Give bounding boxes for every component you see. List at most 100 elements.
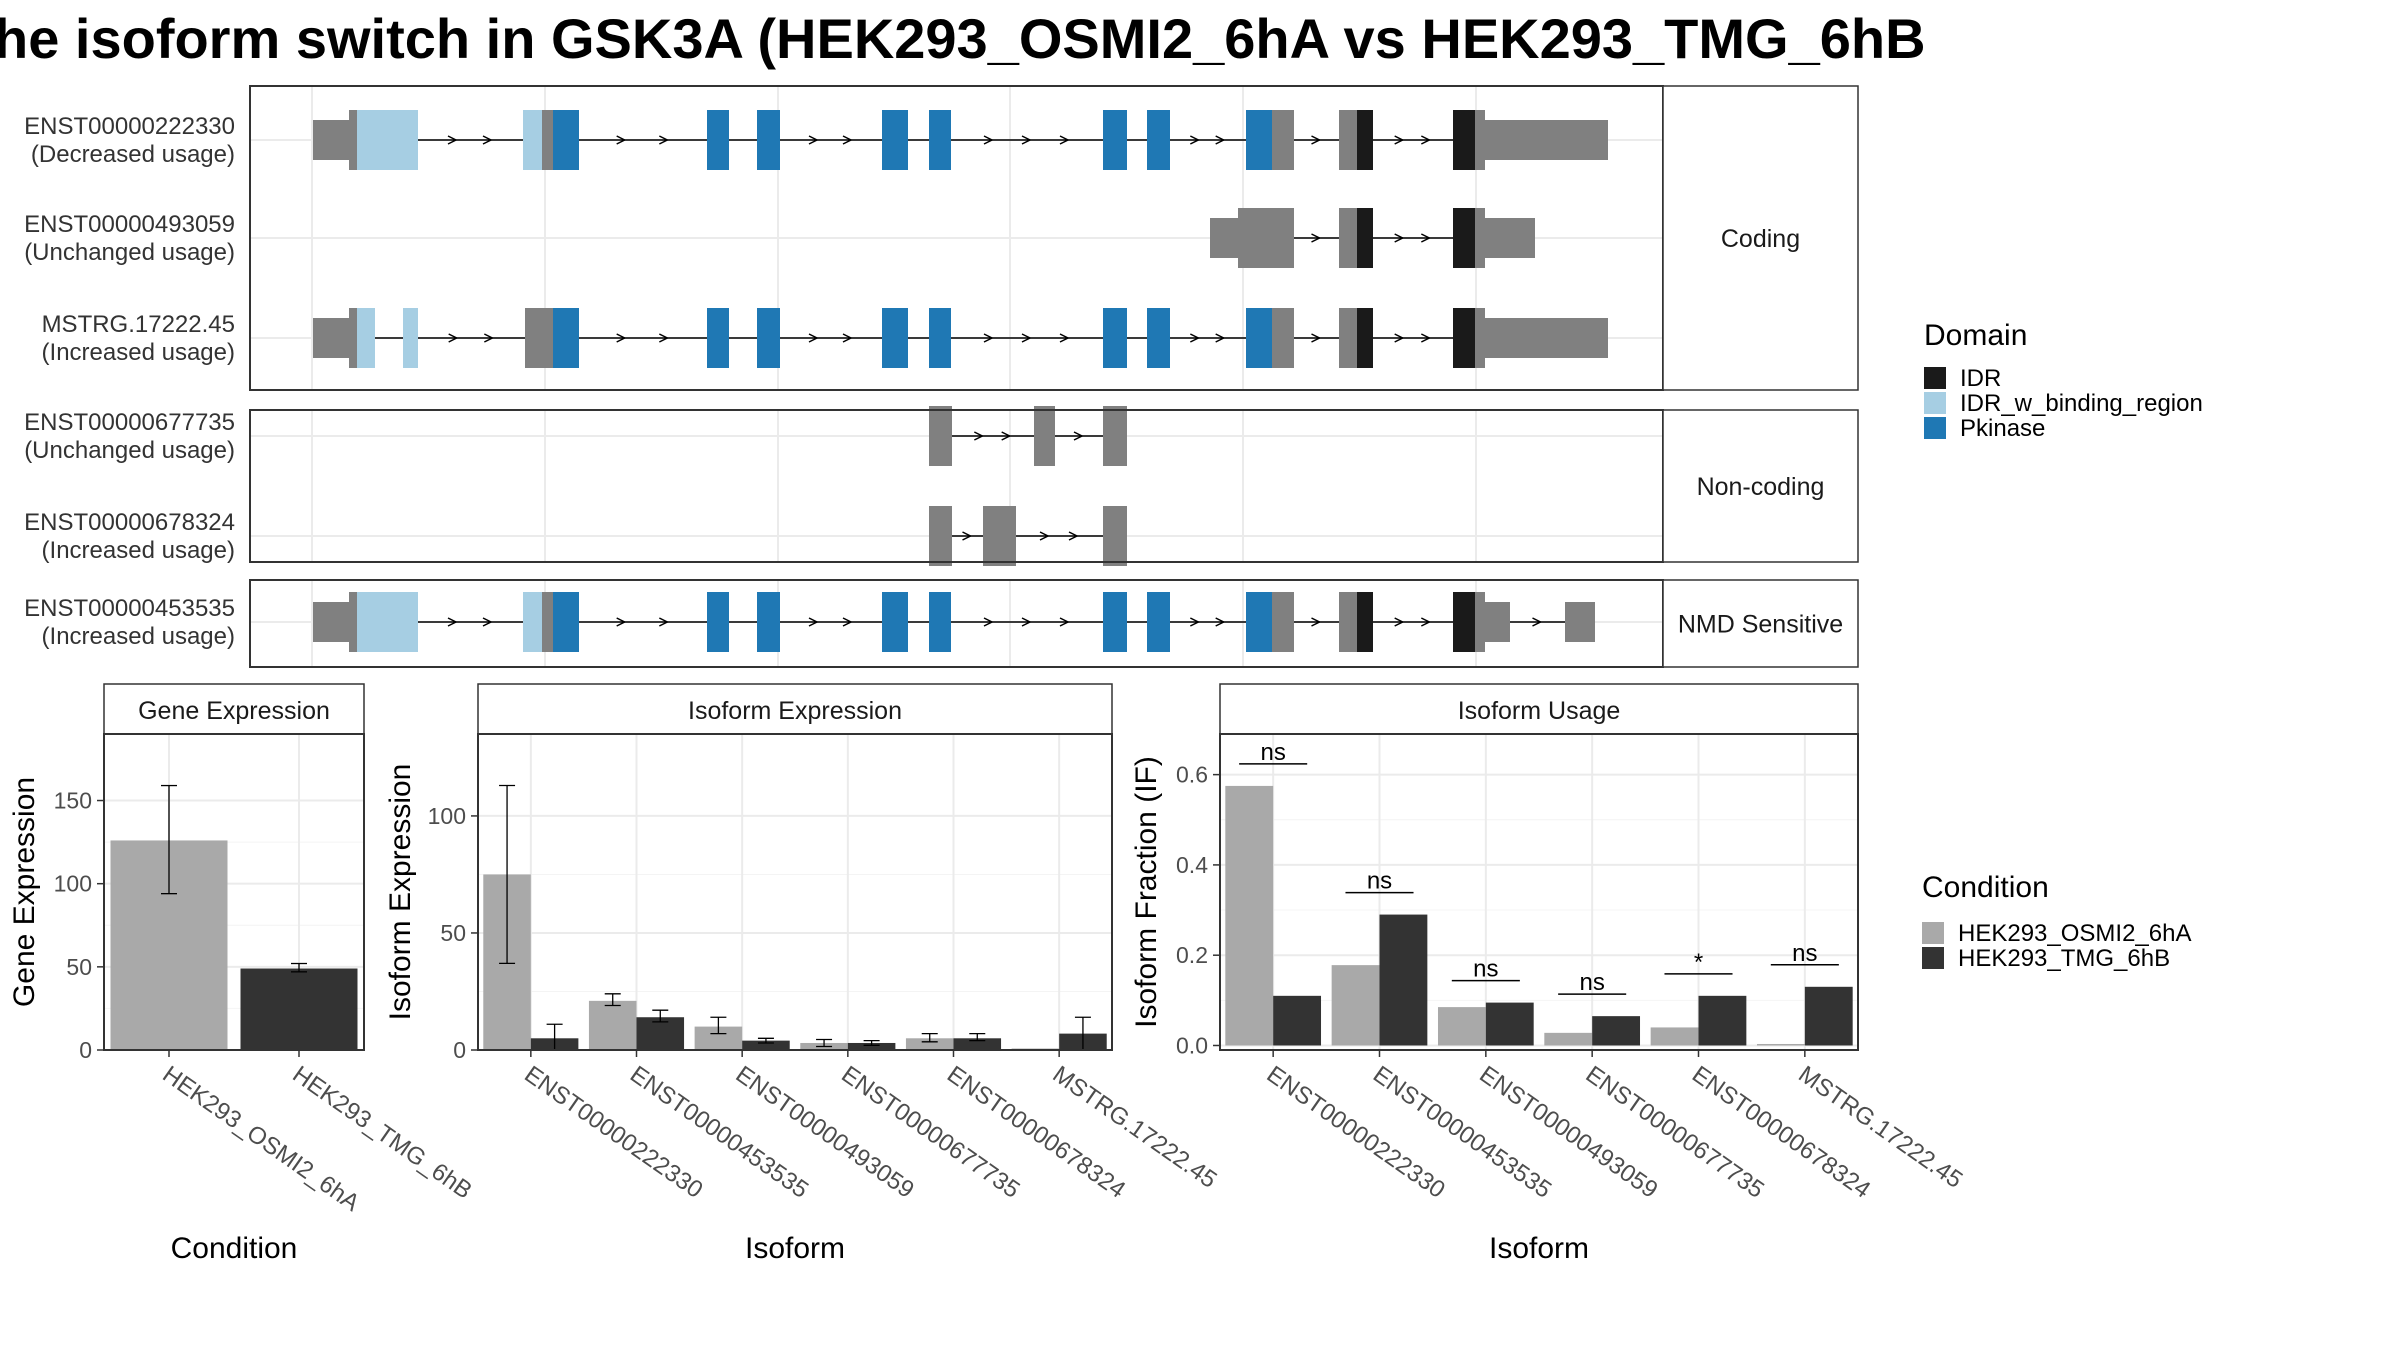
structure-group-2: NMD Sensitive [249, 579, 1859, 668]
domain-block-pkinase [707, 110, 729, 170]
intron-arrow [448, 333, 459, 343]
y-axis-title: Isoform Fraction (IF) [1130, 756, 1163, 1028]
x-tick-label: ENST00000453535 [1368, 1061, 1556, 1204]
intron-arrow [1068, 531, 1079, 541]
domain-block-pkinase [929, 110, 951, 170]
intron-arrow [962, 531, 973, 541]
transcript-id-label: ENST00000453535 [24, 595, 235, 622]
transcript-usage-label: (Unchanged usage) [24, 239, 235, 266]
y-tick-label: 100 [428, 803, 466, 829]
legend-key [1924, 367, 1946, 389]
intron-arrow [808, 333, 819, 343]
domain-block-idr-w-binding-region [403, 308, 418, 368]
error-bar [757, 1037, 774, 1044]
error-bar [652, 1009, 669, 1023]
transcript-id-label: ENST00000678324 [24, 509, 235, 536]
bar [240, 968, 358, 1050]
intron-arrow [658, 617, 670, 627]
exon-block [349, 308, 357, 368]
intron-arrow [1215, 617, 1226, 627]
intron-arrow [483, 333, 495, 343]
intron-arrow [1532, 617, 1543, 627]
panel-strip-title: Isoform Usage [1458, 697, 1621, 725]
y-tick-label: 0.6 [1176, 762, 1208, 788]
structure-panel-bg [250, 580, 1663, 667]
intron-arrow [1059, 135, 1070, 145]
domain-block-idr [1357, 592, 1373, 652]
intron-arrow [983, 617, 994, 627]
domain-block-idr [1453, 110, 1475, 170]
plot-border [103, 733, 365, 1051]
domain-block-idr [1357, 208, 1373, 268]
exon-block [1475, 208, 1485, 268]
exon-block [1485, 120, 1608, 160]
transcript-usage-label: (Unchanged usage) [24, 437, 235, 464]
panel-strip-title: Gene Expression [138, 697, 330, 725]
exon-block [1103, 406, 1127, 466]
y-tick-label: 50 [66, 954, 92, 980]
exon-block [1272, 110, 1294, 170]
domain-block-pkinase [707, 592, 729, 652]
facet-strip [1219, 683, 1859, 735]
legend-key [1922, 947, 1944, 969]
domain-block-pkinase [1147, 308, 1170, 368]
bar [1273, 995, 1322, 1046]
transcript-track [929, 406, 1127, 466]
exon-block [1272, 592, 1294, 652]
domain-block-idr [1453, 308, 1475, 368]
legend-key [1922, 922, 1944, 944]
exon-block [313, 318, 349, 358]
domain-block-pkinase [882, 110, 908, 170]
transcript-track [313, 110, 1608, 170]
intron-arrow [842, 135, 853, 145]
transcript-usage-label: (Increased usage) [42, 623, 235, 650]
transcript-usage-label: (Increased usage) [42, 537, 235, 564]
y-tick-label: 0 [453, 1037, 466, 1063]
domain-block-idr [1357, 308, 1373, 368]
y-tick-label: 150 [54, 788, 92, 814]
exon-block [1475, 308, 1485, 368]
error-bar [604, 993, 621, 1007]
y-axis-title: Isoform Expression [384, 764, 417, 1021]
transcript-id-label: ENST00000493059 [24, 211, 235, 238]
plot-border [477, 733, 1113, 1051]
error-bar [710, 1016, 727, 1035]
error-bar [921, 1032, 938, 1043]
exon-block [1475, 110, 1485, 170]
intron-arrow [808, 617, 819, 627]
isoform-usage-chart: Isoform Usage ns ns ns ns * ns 0.0 0.2 0.4 0.6 ENST… [1130, 683, 1967, 1265]
x-axis-title: Isoform [1489, 1232, 1589, 1265]
bar [953, 1038, 1002, 1050]
bar [905, 1038, 954, 1050]
error-bar [291, 962, 307, 973]
intron-arrow [447, 617, 458, 627]
domain-block-pkinase [929, 592, 951, 652]
x-tick-label: ENST00000493059 [1474, 1061, 1662, 1204]
intron-arrow [1001, 431, 1012, 441]
intron-arrow [616, 333, 627, 343]
domain-block-idr [1453, 592, 1475, 652]
gene-expression-chart: Gene Expression050100150HEK293_OSMI2_6hA… [8, 683, 477, 1265]
intron-arrow [1311, 333, 1322, 343]
bar [1379, 914, 1428, 1046]
domain-block-pkinase [882, 592, 908, 652]
transcript-track [929, 506, 1127, 566]
error-bar [863, 1039, 880, 1046]
intron-arrow [1420, 233, 1432, 243]
domain-block-pkinase [757, 110, 780, 170]
domain-block-pkinase [553, 110, 579, 170]
bar [1331, 965, 1380, 1046]
exon-block [1485, 602, 1510, 642]
domain-block-pkinase [1147, 592, 1170, 652]
exon-block [1339, 592, 1357, 652]
intron-arrow [1073, 431, 1084, 441]
exon-block [1272, 308, 1294, 368]
error-bar [969, 1032, 986, 1042]
x-tick-label: ENST00000677735 [836, 1061, 1024, 1204]
intron-arrow [482, 135, 493, 145]
domain-block-pkinase [553, 308, 579, 368]
bar [694, 1026, 743, 1050]
exon-block [313, 120, 349, 160]
domain-block-pkinase [757, 592, 780, 652]
